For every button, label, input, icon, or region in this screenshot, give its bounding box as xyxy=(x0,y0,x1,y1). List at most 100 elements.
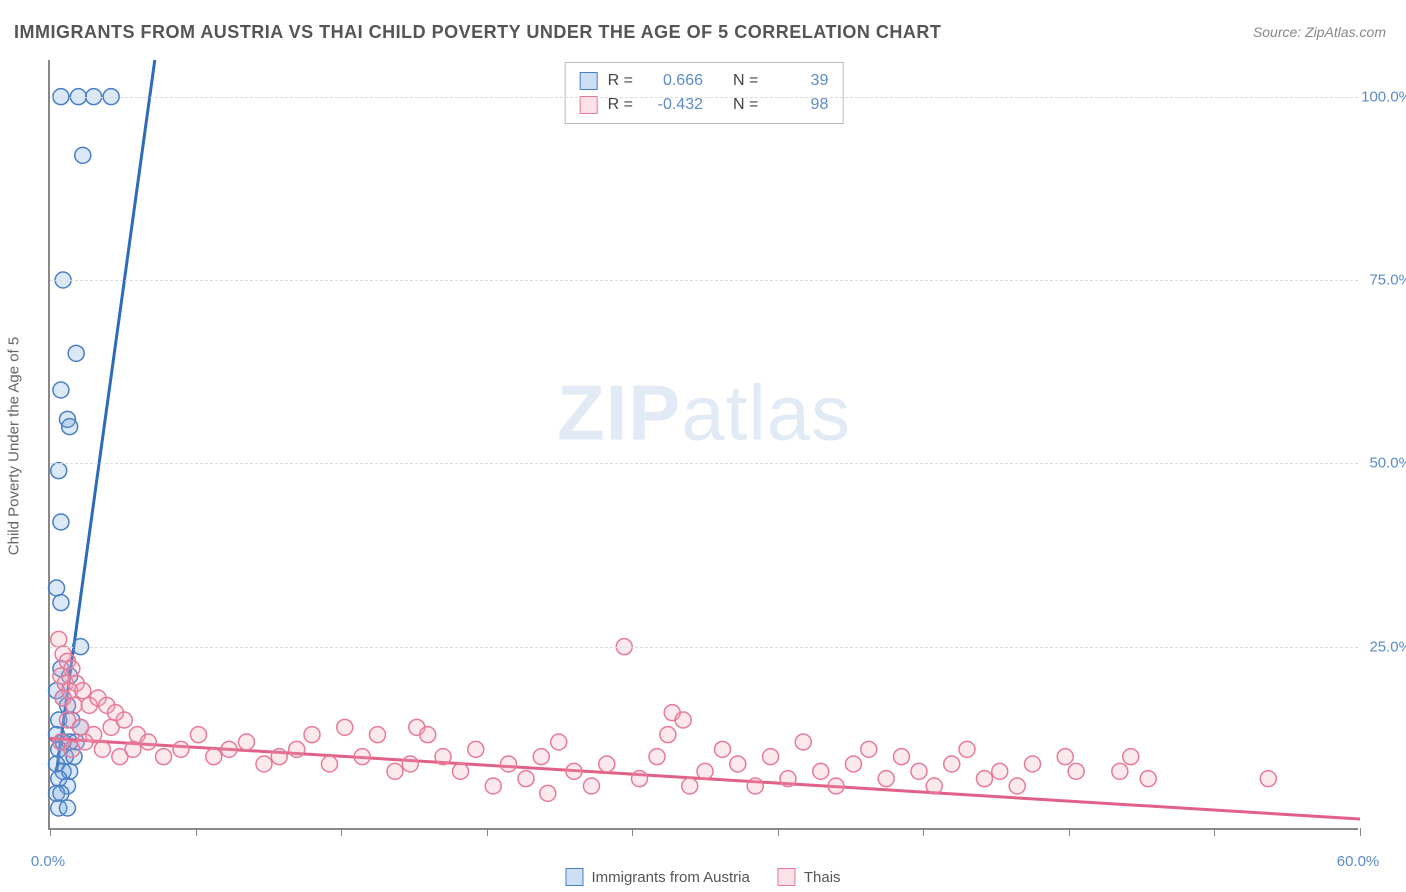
data-point xyxy=(1009,778,1025,794)
data-point xyxy=(271,749,287,765)
data-point xyxy=(992,763,1008,779)
legend-item: Thais xyxy=(778,868,841,886)
data-point xyxy=(583,778,599,794)
x-tick xyxy=(1214,828,1215,836)
x-tick xyxy=(923,828,924,836)
data-point xyxy=(632,771,648,787)
legend-label: Immigrants from Austria xyxy=(591,869,749,886)
data-point xyxy=(304,727,320,743)
data-point xyxy=(190,727,206,743)
data-point xyxy=(337,719,353,735)
data-point xyxy=(59,800,75,816)
data-point xyxy=(533,749,549,765)
y-tick-label: 25.0% xyxy=(1369,638,1406,655)
data-point xyxy=(682,778,698,794)
data-point xyxy=(878,771,894,787)
x-tick xyxy=(50,828,51,836)
data-point xyxy=(485,778,501,794)
data-point xyxy=(959,741,975,757)
x-tick xyxy=(487,828,488,836)
data-point xyxy=(697,763,713,779)
gridline xyxy=(50,280,1358,281)
data-point xyxy=(1140,771,1156,787)
data-point xyxy=(1068,763,1084,779)
source-attribution: Source: ZipAtlas.com xyxy=(1253,24,1386,40)
data-point xyxy=(730,756,746,772)
data-point xyxy=(894,749,910,765)
data-point xyxy=(649,749,665,765)
data-point xyxy=(540,785,556,801)
legend-item: Immigrants from Austria xyxy=(565,868,749,886)
data-point xyxy=(140,734,156,750)
data-point xyxy=(780,771,796,787)
y-tick-label: 50.0% xyxy=(1369,455,1406,472)
data-point xyxy=(845,756,861,772)
plot-area: ZIPatlas R = 0.666 N = 39 R = -0.432 N =… xyxy=(48,60,1358,830)
data-point xyxy=(813,763,829,779)
data-point xyxy=(68,345,84,361)
data-point xyxy=(435,749,451,765)
data-point xyxy=(387,763,403,779)
data-point xyxy=(221,741,237,757)
x-tick xyxy=(1360,828,1361,836)
data-point xyxy=(518,771,534,787)
data-point xyxy=(206,749,222,765)
data-point xyxy=(256,756,272,772)
data-point xyxy=(1260,771,1276,787)
data-point xyxy=(53,382,69,398)
data-point xyxy=(66,697,82,713)
data-point xyxy=(599,756,615,772)
data-point xyxy=(289,741,305,757)
data-point xyxy=(660,727,676,743)
x-end-label: 60.0% xyxy=(1337,853,1380,870)
data-point xyxy=(452,763,468,779)
data-point xyxy=(239,734,255,750)
data-point xyxy=(53,595,69,611)
y-tick-label: 75.0% xyxy=(1369,272,1406,289)
data-point xyxy=(1123,749,1139,765)
chart-title: IMMIGRANTS FROM AUSTRIA VS THAI CHILD PO… xyxy=(14,22,941,43)
gridline xyxy=(50,647,1358,648)
data-point xyxy=(976,771,992,787)
data-point xyxy=(53,514,69,530)
data-point xyxy=(795,734,811,750)
gridline xyxy=(50,97,1358,98)
data-point xyxy=(1057,749,1073,765)
data-point xyxy=(77,734,93,750)
x-tick xyxy=(196,828,197,836)
data-point xyxy=(911,763,927,779)
data-point xyxy=(714,741,730,757)
data-point xyxy=(747,778,763,794)
legend-swatch-blue xyxy=(565,868,583,886)
data-point xyxy=(944,756,960,772)
x-tick xyxy=(1069,828,1070,836)
gridline xyxy=(50,463,1358,464)
y-tick-label: 100.0% xyxy=(1361,88,1406,105)
data-point xyxy=(370,727,386,743)
x-tick xyxy=(632,828,633,836)
data-point xyxy=(53,785,69,801)
data-point xyxy=(402,756,418,772)
y-axis-label: Child Poverty Under the Age of 5 xyxy=(6,337,23,555)
x-origin-label: 0.0% xyxy=(31,853,65,870)
x-tick xyxy=(341,828,342,836)
legend-label: Thais xyxy=(804,869,841,886)
data-point xyxy=(1112,763,1128,779)
legend-swatch-pink xyxy=(778,868,796,886)
data-point xyxy=(49,580,65,596)
data-point xyxy=(566,763,582,779)
data-point xyxy=(116,712,132,728)
data-point xyxy=(926,778,942,794)
data-point xyxy=(551,734,567,750)
data-point xyxy=(156,749,172,765)
data-point xyxy=(94,741,110,757)
series-legend: Immigrants from Austria Thais xyxy=(565,868,840,886)
data-point xyxy=(468,741,484,757)
data-point xyxy=(62,419,78,435)
data-point xyxy=(75,147,91,163)
scatter-svg xyxy=(50,60,1358,828)
data-point xyxy=(75,683,91,699)
data-point xyxy=(173,741,189,757)
data-point xyxy=(861,741,877,757)
data-point xyxy=(763,749,779,765)
